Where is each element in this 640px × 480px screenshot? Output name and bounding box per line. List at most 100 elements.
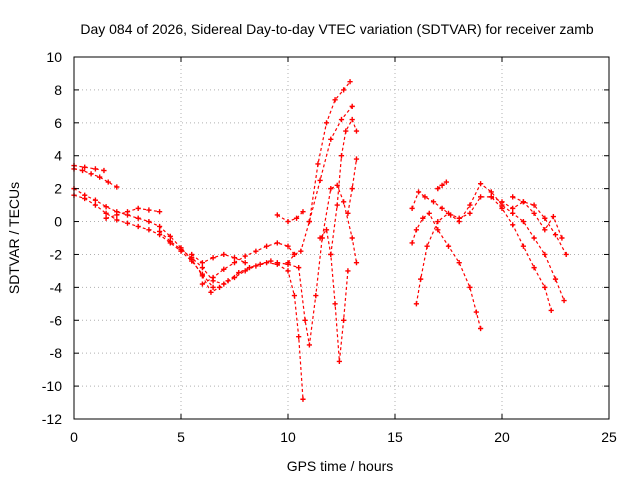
series-4 bbox=[71, 192, 216, 290]
data-point bbox=[298, 248, 304, 254]
data-point bbox=[550, 214, 556, 220]
y-tick-label: 10 bbox=[46, 49, 62, 65]
data-point bbox=[300, 396, 306, 402]
data-point bbox=[561, 297, 567, 304]
data-point bbox=[328, 186, 334, 192]
data-point bbox=[531, 210, 537, 216]
y-tick-label: 0 bbox=[54, 214, 62, 230]
data-point bbox=[114, 184, 120, 190]
x-tick-label: 15 bbox=[387, 429, 403, 445]
series-13 bbox=[306, 79, 353, 225]
data-point bbox=[520, 243, 526, 249]
data-point bbox=[448, 212, 454, 218]
plot-frame bbox=[73, 56, 610, 420]
data-point bbox=[210, 274, 216, 281]
data-point bbox=[92, 197, 98, 203]
data-point bbox=[443, 179, 449, 185]
series-line bbox=[308, 81, 351, 222]
series-10 bbox=[285, 103, 355, 266]
data-point bbox=[353, 156, 360, 162]
series-line bbox=[411, 212, 482, 329]
data-point bbox=[135, 205, 141, 211]
y-tick-label: -8 bbox=[50, 345, 63, 361]
data-point bbox=[456, 260, 462, 266]
series-20 bbox=[510, 194, 565, 241]
data-point bbox=[332, 97, 338, 103]
series-line bbox=[319, 229, 349, 362]
y-tick-label: 8 bbox=[54, 82, 62, 98]
x-tick-label: 25 bbox=[601, 429, 617, 445]
data-point bbox=[488, 194, 494, 200]
data-point bbox=[274, 240, 280, 246]
data-point bbox=[178, 246, 184, 253]
series-15 bbox=[274, 209, 306, 225]
data-point bbox=[499, 199, 505, 205]
data-point bbox=[296, 334, 302, 340]
data-point bbox=[341, 199, 347, 205]
data-point bbox=[146, 218, 152, 225]
y-tick-label: 6 bbox=[54, 115, 62, 131]
data-point bbox=[334, 202, 340, 208]
data-point bbox=[520, 218, 526, 225]
grid bbox=[74, 57, 609, 419]
data-point bbox=[285, 260, 291, 266]
data-point bbox=[531, 202, 537, 208]
y-tick-label: -12 bbox=[42, 411, 62, 427]
data-point bbox=[114, 212, 120, 218]
data-point bbox=[473, 309, 479, 315]
data-point bbox=[82, 164, 88, 170]
series-line bbox=[437, 181, 447, 190]
data-point bbox=[467, 210, 473, 216]
data-point bbox=[124, 220, 131, 226]
series-12 bbox=[328, 116, 360, 258]
data-point bbox=[105, 179, 111, 185]
data-point bbox=[210, 255, 216, 261]
data-point bbox=[79, 167, 86, 174]
data-point bbox=[157, 209, 163, 215]
data-point bbox=[349, 235, 355, 241]
y-axis-title: SDTVAR / TECUs bbox=[6, 182, 22, 294]
data-point bbox=[467, 284, 473, 290]
data-point bbox=[349, 103, 355, 109]
data-point bbox=[349, 116, 355, 123]
data-point bbox=[420, 215, 426, 221]
data-point bbox=[101, 167, 107, 174]
axis-ticks: 0 5 10 15 20 25 -12 -10 -8 -6 -4 -2 0 2 4 6 8 10 bbox=[42, 49, 617, 445]
data-point bbox=[293, 215, 300, 221]
series-14 bbox=[345, 156, 360, 216]
data-point bbox=[510, 210, 516, 216]
series-21 bbox=[435, 179, 449, 192]
series-line bbox=[347, 158, 358, 214]
data-point bbox=[146, 227, 152, 233]
data-point bbox=[510, 205, 516, 211]
data-point bbox=[306, 342, 312, 348]
data-point bbox=[167, 238, 173, 244]
data-point bbox=[435, 227, 441, 233]
data-point bbox=[210, 284, 216, 290]
data-point bbox=[82, 195, 88, 202]
data-point bbox=[542, 284, 548, 290]
data-point bbox=[413, 301, 419, 307]
data-point bbox=[189, 251, 195, 258]
data-point bbox=[253, 263, 259, 269]
data-point bbox=[422, 194, 428, 200]
data-point bbox=[542, 227, 548, 233]
y-tick-label: -4 bbox=[50, 279, 63, 295]
data-point bbox=[291, 251, 298, 258]
data-point bbox=[347, 79, 353, 85]
data-point bbox=[285, 243, 291, 249]
data-point bbox=[268, 258, 274, 264]
data-point bbox=[478, 194, 484, 200]
data-point bbox=[542, 251, 548, 258]
data-point bbox=[488, 189, 494, 195]
data-point bbox=[135, 215, 141, 221]
data-point bbox=[199, 265, 205, 271]
series-line bbox=[159, 230, 304, 400]
data-point bbox=[103, 210, 109, 216]
data-point bbox=[317, 235, 323, 241]
series-17 bbox=[413, 194, 554, 313]
data-point bbox=[332, 301, 338, 307]
series-line bbox=[202, 242, 295, 285]
series-8 bbox=[189, 251, 248, 266]
data-point bbox=[353, 260, 360, 266]
